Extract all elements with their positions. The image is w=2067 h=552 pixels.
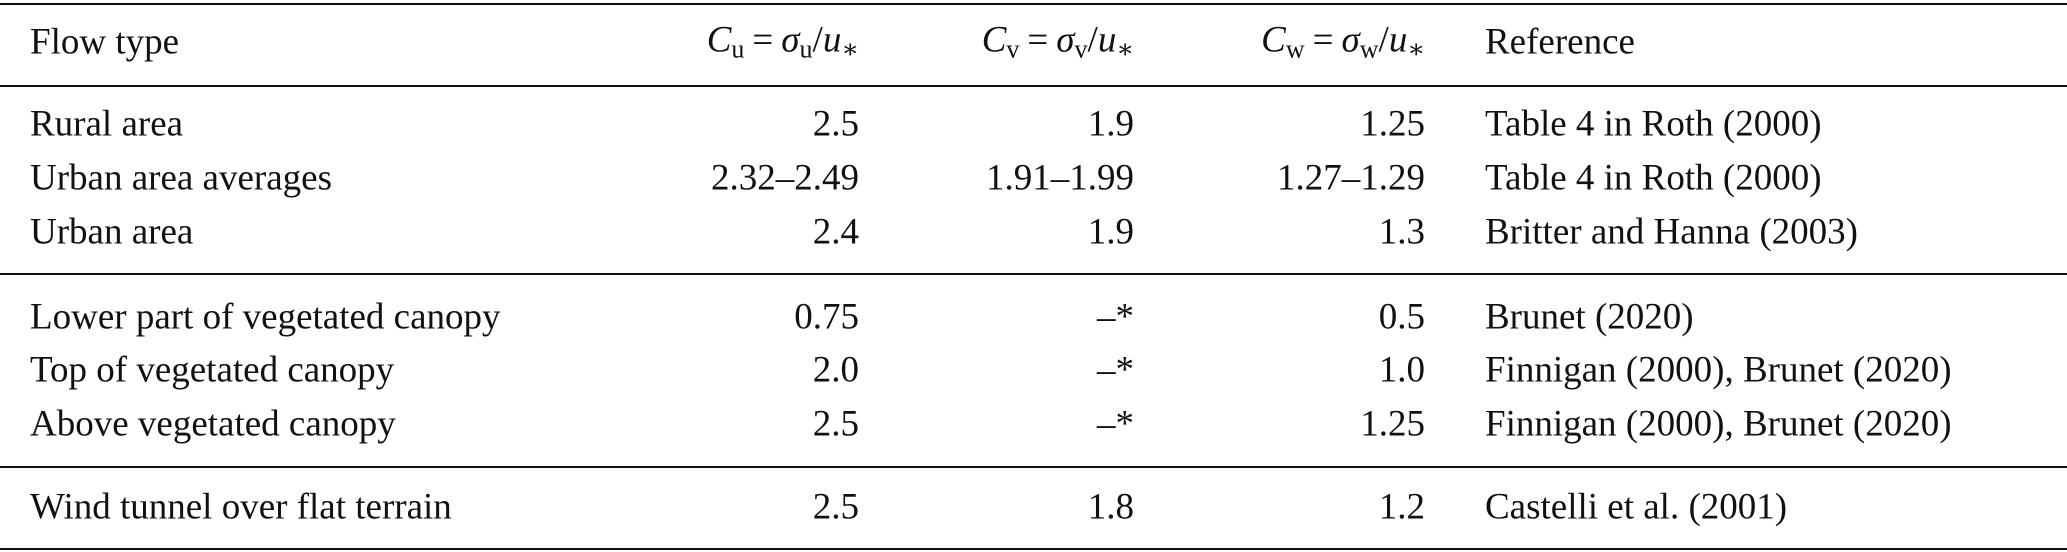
table-cell: 1.9: [1087, 103, 1134, 145]
math-part: u: [1097, 19, 1117, 61]
table-cell: 2.0: [812, 349, 859, 391]
table-cell: Castelli et al. (2001): [1485, 486, 1788, 528]
table-cell: 2.32–2.49: [711, 157, 859, 199]
math-part: σ: [781, 19, 800, 61]
math-part: C: [1261, 19, 1286, 61]
table-cell: 1.25: [1360, 403, 1425, 445]
math-part: =: [752, 19, 774, 61]
math-part: ∗: [1407, 34, 1425, 64]
table-cell: Lower part of vegetated canopy: [30, 296, 501, 338]
table-cell: Top of vegetated canopy: [30, 349, 395, 391]
math-part: u: [822, 19, 842, 61]
table-cell: 2.5: [812, 486, 859, 528]
table-cell: Urban area: [30, 211, 194, 253]
header-cell: Cv = σv/u∗: [982, 22, 1134, 63]
table-cell: Brunet (2020): [1485, 296, 1694, 338]
table-cell: Table 4 in Roth (2000): [1485, 103, 1822, 145]
math-part: =: [1027, 19, 1049, 61]
table-cell: Finnigan (2000), Brunet (2020): [1485, 349, 1952, 391]
table-cell: –*: [1097, 296, 1134, 338]
table-cell: Finnigan (2000), Brunet (2020): [1485, 403, 1952, 445]
table-cell: 0.75: [794, 296, 859, 338]
math-part: u: [799, 34, 813, 64]
math-part: v: [1006, 34, 1020, 64]
table-cell: 2.5: [812, 103, 859, 145]
table-cell: 2.5: [812, 403, 859, 445]
header-cell: Flow type: [30, 21, 180, 63]
math-part: w: [1359, 34, 1379, 64]
table-cell: 1.3: [1378, 211, 1425, 253]
table-cell: –*: [1097, 403, 1134, 445]
header-cell: Cu = σu/u∗: [707, 22, 859, 63]
math-part: /: [1378, 19, 1389, 61]
group-rule: [0, 273, 2067, 275]
math-part: σ: [1056, 19, 1075, 61]
header-rule: [0, 85, 2067, 87]
math-part: u: [1388, 19, 1408, 61]
math-part: /: [812, 19, 823, 61]
table-cell: 2.4: [812, 211, 859, 253]
table-cell: 1.0: [1378, 349, 1425, 391]
table-cell: 1.25: [1360, 103, 1425, 145]
table-cell: Urban area averages: [30, 157, 332, 199]
table-cell: 1.8: [1087, 486, 1134, 528]
table-cell: 1.9: [1087, 211, 1134, 253]
bottom-rule: [0, 548, 2067, 550]
math-part: σ: [1341, 19, 1360, 61]
header-cell: Reference: [1485, 21, 1635, 63]
header-cell: Cw = σw/u∗: [1261, 22, 1425, 63]
table-cell: Britter and Hanna (2003): [1485, 211, 1858, 253]
table-cell: 1.2: [1378, 486, 1425, 528]
math-part: C: [706, 19, 732, 61]
table-cell: 1.27–1.29: [1277, 157, 1425, 199]
math-part: ∗: [841, 34, 859, 64]
math-part: =: [1312, 19, 1334, 61]
table-cell: Above vegetated canopy: [30, 403, 396, 445]
math-part: v: [1074, 34, 1088, 64]
top-rule: [0, 3, 2067, 5]
math-part: C: [981, 19, 1007, 61]
table-cell: Rural area: [30, 103, 184, 145]
table-cell: –*: [1097, 349, 1134, 391]
group-rule: [0, 466, 2067, 468]
table-cell: Wind tunnel over flat terrain: [30, 486, 452, 528]
table-cell: Table 4 in Roth (2000): [1485, 157, 1822, 199]
math-part: /: [1087, 19, 1098, 61]
table-cell: 1.91–1.99: [986, 157, 1134, 199]
math-part: ∗: [1116, 34, 1134, 64]
math-part: w: [1285, 34, 1305, 64]
math-part: u: [731, 34, 745, 64]
table-cell: 0.5: [1378, 296, 1425, 338]
